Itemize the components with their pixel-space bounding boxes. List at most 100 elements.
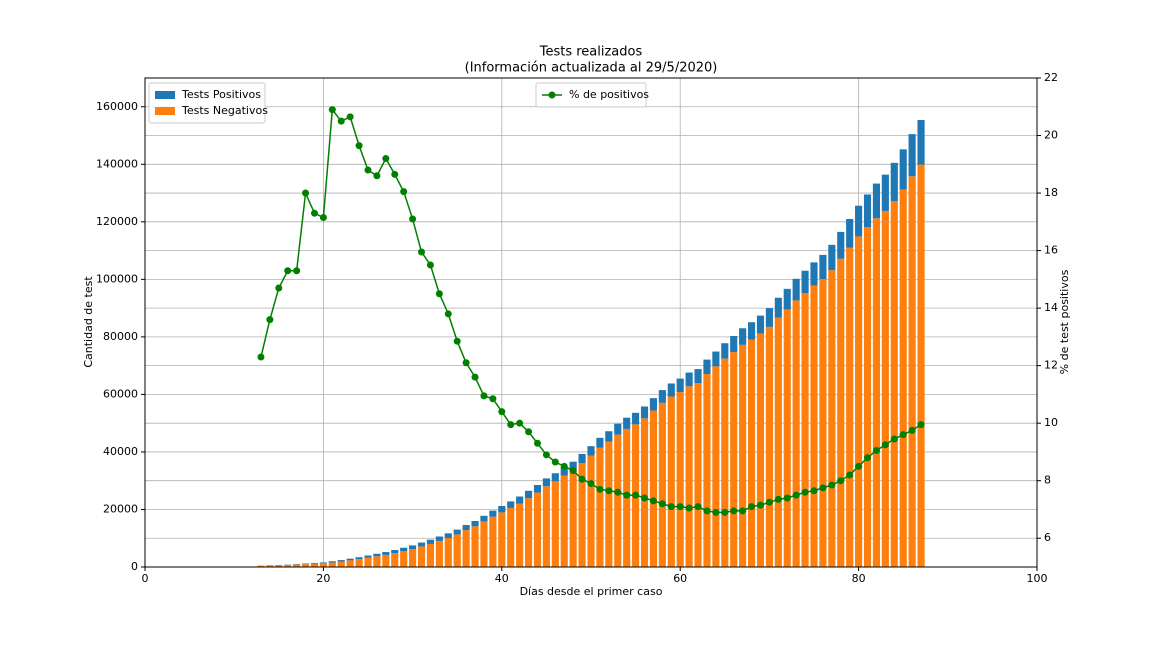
bar	[533, 492, 542, 567]
y2-tick-label: 6	[1044, 531, 1051, 544]
bar	[890, 201, 898, 567]
marker	[703, 507, 711, 515]
bar	[507, 501, 515, 508]
bar	[498, 512, 506, 567]
bar	[640, 418, 649, 567]
bar	[480, 521, 488, 567]
marker	[837, 477, 845, 485]
bar	[899, 189, 907, 568]
bar	[810, 262, 818, 286]
bar	[453, 534, 461, 567]
x-tick-label: 100	[1027, 572, 1048, 585]
marker	[846, 471, 854, 479]
marker	[864, 454, 872, 462]
bar	[596, 437, 604, 448]
bar	[649, 398, 658, 411]
legend-box	[148, 82, 266, 124]
marker	[828, 481, 836, 489]
bar	[275, 565, 283, 567]
bar	[605, 441, 613, 567]
bar	[685, 386, 693, 567]
marker	[516, 419, 524, 427]
bar	[578, 453, 586, 464]
bar	[640, 406, 649, 419]
legend-label: Tests Positivos	[181, 88, 261, 101]
bar	[328, 561, 336, 563]
marker	[748, 503, 756, 511]
chart-title: Tests realizados	[539, 45, 643, 60]
bar	[524, 490, 533, 499]
marker	[605, 487, 613, 495]
marker	[792, 491, 800, 499]
bar	[774, 317, 782, 567]
bar	[792, 278, 800, 301]
marker	[489, 395, 497, 403]
bar	[569, 470, 577, 567]
bar	[471, 526, 479, 567]
bar	[872, 218, 881, 567]
bar	[364, 557, 372, 567]
bar	[551, 481, 559, 567]
bar	[872, 183, 881, 219]
bar	[391, 553, 399, 567]
bar	[712, 366, 720, 567]
marker	[498, 408, 506, 416]
bar	[516, 496, 524, 504]
bar	[337, 561, 345, 567]
bar	[310, 563, 319, 567]
bar	[453, 529, 461, 535]
marker	[676, 503, 684, 511]
marker	[426, 261, 434, 269]
y2-tick-label: 22	[1044, 71, 1058, 84]
marker	[373, 172, 381, 180]
bar	[614, 434, 622, 567]
bar	[489, 510, 497, 517]
marker	[641, 494, 649, 502]
marker	[453, 337, 461, 345]
bar	[498, 506, 506, 513]
bar	[810, 285, 818, 567]
marker	[614, 488, 622, 496]
marker	[310, 209, 318, 217]
bar	[694, 369, 702, 384]
marker	[542, 451, 550, 459]
bar	[819, 279, 827, 567]
x-axis-label: Días desde el primer caso	[520, 585, 663, 598]
bar	[471, 520, 479, 527]
bar	[507, 507, 515, 567]
bar	[391, 550, 399, 554]
bar	[417, 542, 426, 547]
marker	[587, 480, 595, 488]
bar	[783, 309, 791, 567]
y-tick-label: 20000	[103, 502, 138, 515]
bar	[712, 351, 720, 367]
bar	[908, 134, 916, 177]
bar	[855, 205, 863, 237]
y2-tick-label: 10	[1044, 416, 1058, 429]
marker	[739, 507, 747, 515]
bar	[783, 288, 791, 310]
marker	[409, 215, 417, 223]
y-tick-label: 60000	[103, 387, 138, 400]
bar	[739, 344, 747, 567]
bar	[730, 336, 738, 353]
bar	[400, 551, 408, 567]
bar	[319, 562, 327, 564]
marker	[319, 214, 327, 222]
bar	[578, 463, 586, 567]
bar	[293, 564, 301, 567]
bar	[462, 525, 470, 531]
bar	[703, 374, 711, 567]
bar	[382, 554, 390, 567]
marker	[480, 392, 488, 400]
y2-tick-label: 20	[1044, 129, 1058, 142]
bar	[730, 352, 738, 567]
marker	[507, 421, 515, 429]
y2-axis-label: % de test positivos	[1058, 269, 1071, 374]
bar	[444, 533, 452, 538]
bar	[774, 297, 782, 318]
bar	[551, 473, 559, 482]
marker	[694, 503, 702, 511]
bar	[837, 258, 845, 567]
bar	[489, 516, 497, 567]
